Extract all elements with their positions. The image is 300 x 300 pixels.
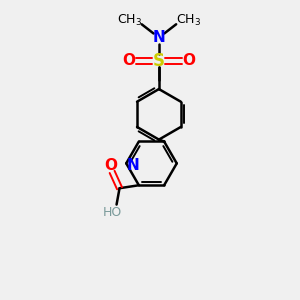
Text: N: N — [126, 158, 139, 173]
Text: CH$_3$: CH$_3$ — [117, 13, 142, 28]
Text: O: O — [104, 158, 117, 173]
Text: CH$_3$: CH$_3$ — [176, 13, 201, 28]
Text: O: O — [123, 53, 136, 68]
Text: O: O — [182, 53, 195, 68]
Text: HO: HO — [103, 206, 122, 218]
Text: N: N — [152, 30, 165, 45]
Text: S: S — [153, 52, 165, 70]
